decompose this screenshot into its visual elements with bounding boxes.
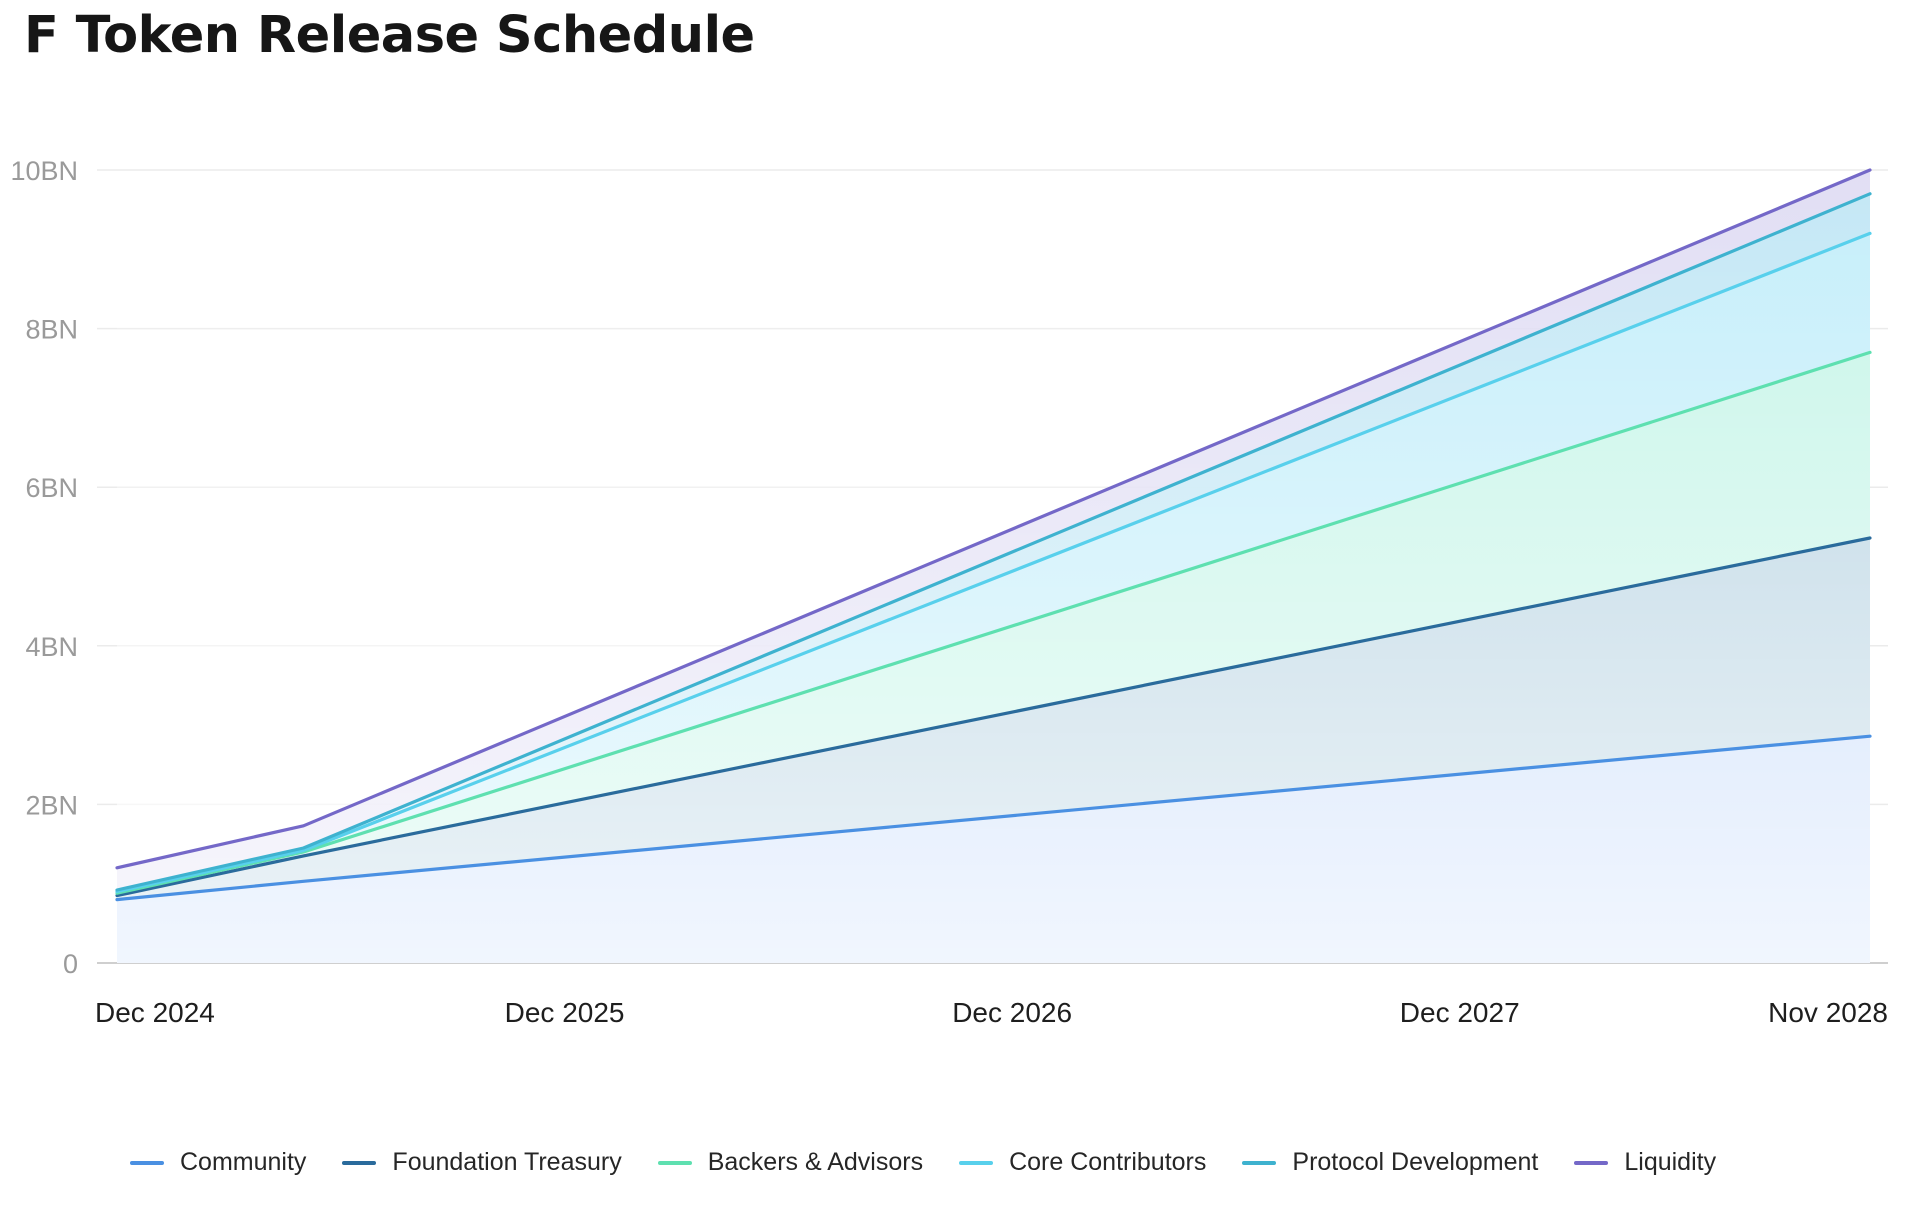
legend-label: Protocol Development xyxy=(1292,1148,1539,1176)
series-line xyxy=(115,168,1872,870)
legend-item[interactable]: Protocol Development xyxy=(1242,1148,1538,1177)
legend-item[interactable]: Core Contributors xyxy=(959,1148,1206,1177)
legend-item[interactable]: Backers & Advisors xyxy=(657,1148,924,1177)
series-line xyxy=(115,192,1872,892)
chart-legend: Community Foundation Treasury Backers & Ad… xyxy=(130,1148,1752,1177)
legend-swatch xyxy=(1242,1160,1277,1165)
legend-swatch xyxy=(130,1160,164,1165)
y-tick-label: 8BN xyxy=(25,315,78,345)
legend-label: Foundation Treasury xyxy=(392,1148,622,1176)
legend-label: Core Contributors xyxy=(1009,1148,1207,1176)
legend-label: Community xyxy=(180,1148,307,1176)
legend-label: Backers & Advisors xyxy=(707,1148,924,1176)
y-tick-label: 2BN xyxy=(25,790,78,820)
series-lines xyxy=(115,168,1872,902)
series-line xyxy=(115,536,1872,898)
y-tick-label: 0 xyxy=(63,949,78,979)
x-tick-label: Dec 2025 xyxy=(505,997,625,1028)
legend-item[interactable]: Foundation Treasury xyxy=(342,1148,622,1177)
legend-swatch xyxy=(1574,1160,1609,1165)
chart-title: F Token Release Schedule xyxy=(24,6,755,65)
legend-label: Liquidity xyxy=(1624,1148,1717,1176)
x-tick-label: Nov 2028 xyxy=(1768,997,1888,1028)
legend-item[interactable]: Community xyxy=(130,1148,306,1177)
x-tick-label: Dec 2024 xyxy=(95,997,215,1028)
legend-swatch xyxy=(657,1160,692,1165)
x-tick-label: Dec 2027 xyxy=(1400,997,1520,1028)
x-axis-ticks: Dec 2024 Dec 2025 Dec 2026 Dec 2027 Nov 2028 xyxy=(95,997,1888,1028)
x-tick-label: Dec 2026 xyxy=(952,997,1072,1028)
legend-item[interactable]: Liquidity xyxy=(1574,1148,1716,1177)
y-tick-label: 4BN xyxy=(25,632,78,662)
y-tick-label: 6BN xyxy=(25,473,78,503)
legend-swatch xyxy=(959,1160,994,1165)
y-axis-ticks: 0 2BN 4BN 6BN 8BN 10BN xyxy=(10,156,78,979)
series-line xyxy=(115,231,1872,894)
y-tick-label: 10BN xyxy=(10,156,78,186)
series-line xyxy=(115,734,1872,902)
legend-swatch xyxy=(342,1160,377,1165)
